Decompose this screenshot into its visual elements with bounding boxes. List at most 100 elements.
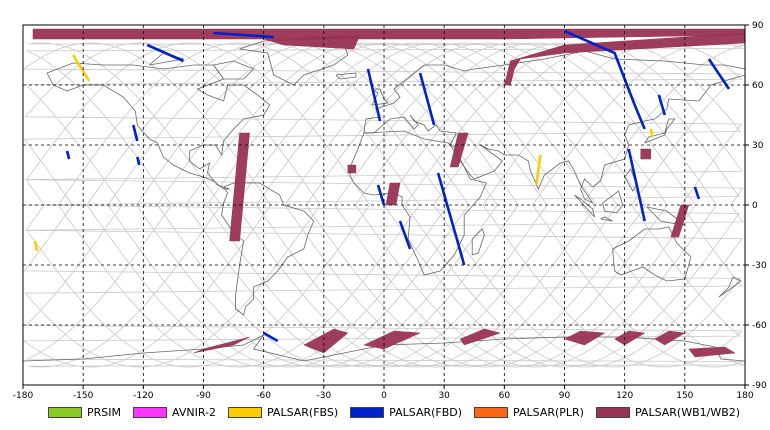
swath-area	[654, 330, 686, 346]
legend-swatch-palsar-fbs	[227, 406, 262, 418]
orbit-track	[206, 204, 569, 368]
swath-area	[449, 132, 469, 168]
x-tick-label: 30	[438, 391, 450, 401]
orbit-track	[22, 204, 742, 368]
x-tick-label: -30	[316, 391, 331, 401]
orbit-track	[206, 42, 569, 206]
swath-strip	[418, 72, 436, 126]
coastline	[46, 62, 271, 190]
orbit-track	[25, 204, 743, 368]
orbit-track	[27, 204, 744, 368]
orbit-track	[28, 204, 745, 368]
coastline	[370, 88, 389, 106]
x-tick-label: -150	[73, 391, 94, 401]
orbit-track	[305, 204, 668, 368]
legend-swatch-prsim	[48, 406, 82, 418]
orbit-track	[355, 204, 717, 368]
legend-label-palsar-fbs: PALSAR(FBS)	[266, 405, 339, 419]
x-tick-label: 120	[616, 391, 633, 401]
orbit-track	[235, 204, 597, 368]
x-tick-label: 0	[381, 391, 387, 401]
orbit-track	[26, 42, 744, 206]
orbit-track	[22, 42, 742, 206]
orbit-track	[284, 42, 647, 206]
orbit-track	[107, 204, 470, 368]
swath-area	[640, 148, 651, 160]
swath-strip	[707, 58, 731, 90]
swath-strip	[366, 68, 382, 122]
legend-label-palsar-plr: PALSAR(PLR)	[513, 405, 584, 419]
coastline	[22, 334, 746, 362]
legend-label-palsar-wb: PALSAR(WB1/WB2)	[634, 405, 741, 419]
orbit-track	[256, 204, 618, 368]
swath-area	[193, 336, 250, 354]
orbit-track	[284, 204, 647, 368]
x-tick-label: -120	[133, 391, 154, 401]
legend-item-palsar-plr: PALSAR(PLR)	[474, 406, 584, 419]
swath-strip	[535, 154, 542, 186]
coastline	[212, 60, 255, 80]
swath-strip	[65, 150, 71, 160]
swath-area	[263, 34, 361, 50]
y-tick-label: 60	[752, 81, 764, 91]
swath-strip	[649, 128, 654, 138]
swath-strip	[398, 220, 412, 250]
coastline	[718, 276, 742, 298]
orbit-track	[185, 42, 548, 206]
orbit-track	[24, 204, 743, 368]
y-tick-label: 90	[752, 21, 764, 31]
x-tick-label: -180	[13, 391, 34, 401]
legend-item-prsim: PRSIM	[48, 406, 121, 419]
legend-swatch-palsar-plr	[474, 406, 509, 418]
x-tick-label: -90	[196, 391, 211, 401]
swath-area	[670, 204, 690, 238]
coastline	[602, 190, 624, 214]
y-tick-label: -30	[752, 261, 767, 271]
orbit-track	[86, 42, 449, 206]
x-tick-label: 150	[676, 391, 693, 401]
orbit-track	[57, 204, 420, 368]
x-tick-label: 180	[736, 391, 753, 401]
orbit-track	[334, 42, 696, 206]
coastline	[471, 228, 485, 256]
orbit-track	[185, 204, 548, 368]
swath-strip	[33, 240, 39, 252]
orbit-track	[256, 42, 618, 206]
orbit-track	[57, 42, 420, 206]
legend-swatch-avnir2	[133, 406, 167, 418]
orbit-track	[235, 42, 597, 206]
swath-area	[303, 328, 349, 354]
legend-label-prsim: PRSIM	[87, 405, 121, 419]
coastline	[574, 194, 595, 218]
x-tick-label: -60	[256, 391, 271, 401]
x-tick-label: 90	[559, 391, 571, 401]
y-tick-label: -60	[752, 321, 767, 331]
orbit-track	[355, 42, 717, 206]
x-tick-label: 60	[499, 391, 511, 401]
orbit-track	[25, 42, 743, 206]
orbit-track	[24, 42, 743, 206]
orbit-track	[135, 204, 498, 368]
y-tick-label: 0	[752, 201, 758, 211]
swath-area	[459, 328, 502, 346]
swath-strip	[693, 186, 701, 200]
legend-label-avnir2: AVNIR-2	[172, 405, 216, 419]
y-tick-label: -90	[752, 381, 767, 391]
swath-strip	[71, 54, 91, 82]
legend-label-palsar-fbd: PALSAR(FBD)	[389, 405, 463, 419]
legend-item-avnir2: AVNIR-2	[133, 406, 216, 419]
coastline	[335, 72, 357, 80]
orbit-track	[305, 42, 668, 206]
coastline	[363, 50, 746, 205]
swath-strip	[213, 31, 274, 39]
swath-strip	[132, 124, 139, 142]
y-tick-label: 30	[752, 141, 764, 151]
orbit-track	[26, 204, 744, 368]
orbit-track	[157, 204, 519, 368]
swath-strip	[376, 184, 386, 206]
swath-strip	[436, 172, 466, 266]
coastline	[600, 216, 613, 222]
swath-area	[229, 132, 250, 242]
swath-strip	[146, 43, 184, 63]
